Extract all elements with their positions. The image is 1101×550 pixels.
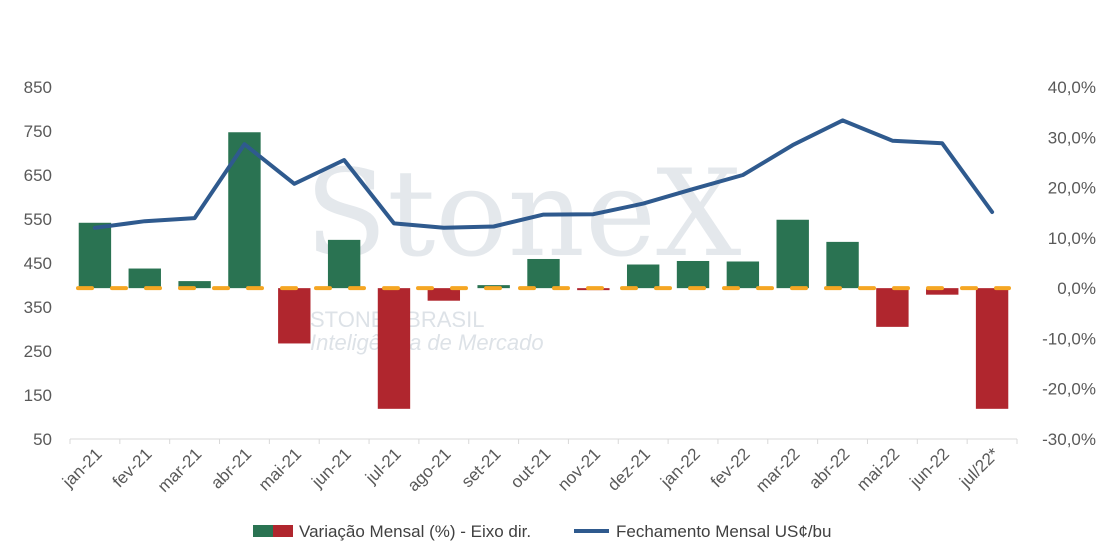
bar-out-21	[527, 258, 560, 289]
x-tick-label: mar-22	[752, 444, 804, 496]
left-tick-label: 150	[24, 386, 52, 405]
bar-mai-22	[876, 288, 909, 327]
bar-dez-21	[626, 264, 660, 289]
legend-label-line: Fechamento Mensal US¢/bu	[616, 522, 831, 541]
x-tick-label: jun-21	[307, 444, 355, 492]
left-tick-label: 550	[24, 210, 52, 229]
right-tick-label: 10,0%	[1048, 229, 1096, 248]
bar-jun-22	[926, 288, 959, 295]
bar-jan-22	[676, 260, 710, 289]
x-tick-label: jan-21	[58, 444, 106, 492]
left-tick-label: 350	[24, 298, 52, 317]
x-tick-label: jul-21	[361, 444, 405, 488]
watermark-brand: StoneX	[305, 145, 741, 284]
right-axis-ticks: -30,0% -20,0% -10,0% 0,0% 10,0% 20,0% 30,0% 40,…	[1042, 78, 1096, 449]
left-tick-label: 450	[24, 254, 52, 273]
left-tick-label: 250	[24, 342, 52, 361]
x-tick-label: jul/22*	[955, 444, 1003, 492]
bar-mar-22	[776, 219, 809, 289]
bar-jan-21	[78, 222, 112, 289]
x-tick-label: abr-22	[805, 444, 853, 492]
legend-swatch-bar-positive	[253, 525, 273, 537]
legend: Variação Mensal (%) - Eixo dir. Fechamen…	[253, 522, 831, 541]
right-tick-label: 40,0%	[1048, 78, 1096, 97]
x-tick-label: abr-21	[207, 444, 255, 492]
right-tick-label: 0,0%	[1057, 279, 1096, 298]
legend-label-bars: Variação Mensal (%) - Eixo dir.	[299, 522, 531, 541]
bar-abr-22	[826, 241, 859, 289]
left-tick-label: 850	[24, 78, 52, 97]
x-tick-label: mai-21	[255, 444, 305, 494]
x-tick-label: jan-22	[656, 444, 704, 492]
bar-jun-21	[327, 239, 361, 289]
bar-jul/22*	[975, 288, 1009, 409]
bar-ago-21	[427, 288, 461, 301]
watermark-line2: Inteligência de Mercado	[310, 330, 544, 355]
right-tick-label: -20,0%	[1042, 380, 1096, 399]
x-tick-label: mar-21	[154, 444, 206, 496]
x-tick-label: nov-21	[554, 444, 604, 494]
x-tick-label: dez-21	[604, 444, 654, 494]
x-tick-label: fev-22	[707, 444, 754, 491]
x-tick-label: ago-21	[404, 444, 455, 495]
bar-mar-21	[178, 281, 211, 289]
left-axis-ticks: 50 150 250 350 450 550 650 750 850	[24, 78, 52, 449]
left-tick-label: 50	[33, 430, 52, 449]
right-tick-label: -30,0%	[1042, 430, 1096, 449]
x-tick-label: fev-21	[109, 444, 156, 491]
bar-jul-21	[377, 288, 411, 409]
left-tick-label: 750	[24, 122, 52, 141]
bar-fev-21	[128, 268, 161, 289]
x-tick-label: out-21	[507, 444, 555, 492]
bar-mai-21	[278, 288, 311, 344]
right-tick-label: 20,0%	[1048, 179, 1096, 198]
x-tick-label: jun-22	[906, 444, 954, 492]
right-tick-label: -10,0%	[1042, 329, 1096, 348]
stonex-watermark: StoneX STONEX BRASIL Inteligência de Mer…	[305, 145, 741, 355]
line-series	[92, 118, 995, 230]
x-tick-label: set-21	[458, 444, 505, 491]
left-tick-label: 650	[24, 166, 52, 185]
right-tick-label: 30,0%	[1048, 128, 1096, 147]
bar-fev-22	[726, 261, 760, 289]
legend-swatch-bar-negative	[273, 525, 293, 537]
bar-series	[78, 132, 1009, 409]
x-tick-label: mai-22	[853, 444, 903, 494]
